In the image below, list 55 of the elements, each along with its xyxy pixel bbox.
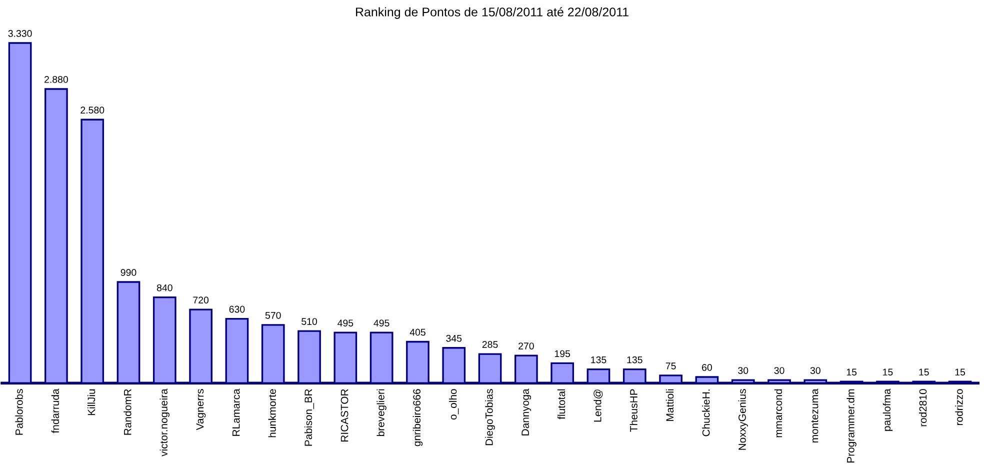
x-tick-label: paulofma xyxy=(882,388,893,431)
x-tick-label: TheusHP xyxy=(630,389,638,432)
data-label: 15 xyxy=(846,368,857,376)
x-tick-label: Mattioli xyxy=(666,389,674,421)
data-label: 75 xyxy=(666,362,676,370)
data-label: 15 xyxy=(955,368,966,376)
x-tick-label: RICASTOR xyxy=(340,389,348,442)
data-label: 720 xyxy=(193,296,209,304)
x-tick-label: Pabison_BR xyxy=(304,389,314,446)
x-tick-label: DiegoTobias xyxy=(485,389,495,446)
x-tick-label: Lend@ xyxy=(594,390,603,422)
x-tick-label: fndarruda xyxy=(51,388,59,434)
x-tick-label: Dannyoga xyxy=(522,388,532,436)
chart-title: Ranking de Pontos de 15/08/2011 até 22/08/2011 xyxy=(356,7,628,19)
x-tick-label: ChuckieH. xyxy=(702,390,710,436)
x-tick-label: flutotal xyxy=(557,389,566,420)
data-label: 135 xyxy=(591,356,606,364)
x-tick-label: gnribeiro666 xyxy=(412,389,423,446)
data-label: 570 xyxy=(265,312,281,319)
data-label: 345 xyxy=(446,334,462,342)
data-label: 405 xyxy=(410,328,426,336)
x-tick-label: victor.nogueira xyxy=(160,388,170,456)
data-label: 990 xyxy=(120,269,136,276)
data-label: 2.580 xyxy=(80,106,104,114)
x-tick-label: o_olho xyxy=(449,389,459,420)
data-label: 15 xyxy=(919,368,929,376)
data-label: 135 xyxy=(627,356,642,364)
data-label: 840 xyxy=(156,284,172,292)
data-label: 30 xyxy=(810,367,820,374)
x-tick-label: rodrizzo xyxy=(955,389,963,426)
data-label: 30 xyxy=(738,367,748,374)
x-tick-label: KillJiu xyxy=(87,389,96,416)
data-label: 630 xyxy=(229,306,245,313)
data-label: 510 xyxy=(302,318,317,325)
data-label: 3.330 xyxy=(8,30,32,37)
x-tick-label: montezuma xyxy=(811,388,818,442)
data-label: 195 xyxy=(554,350,570,358)
data-label: 2.880 xyxy=(44,76,68,83)
data-label: 495 xyxy=(374,320,390,326)
x-tick-label: rod2810 xyxy=(919,389,927,426)
x-tick-label: RandomR xyxy=(124,389,132,435)
x-tick-label: Pablorobs xyxy=(15,389,23,435)
data-label: 495 xyxy=(338,320,354,326)
x-tick-label: Programmer.dm xyxy=(846,389,856,462)
x-tick-label: mmarcond xyxy=(774,389,782,438)
x-tick-label: Vagnerrs xyxy=(196,389,206,430)
x-tick-label: RLamarca xyxy=(232,388,240,436)
x-tick-label: breveglieri xyxy=(376,389,386,436)
data-label: 270 xyxy=(518,342,534,350)
x-tick-label: NoxxyGenius xyxy=(738,389,748,450)
data-label: 15 xyxy=(883,368,893,376)
data-label: 60 xyxy=(702,364,712,371)
data-label: 30 xyxy=(774,367,784,374)
x-tick-label: hunkmorte xyxy=(268,389,276,438)
data-label: 285 xyxy=(482,341,498,348)
